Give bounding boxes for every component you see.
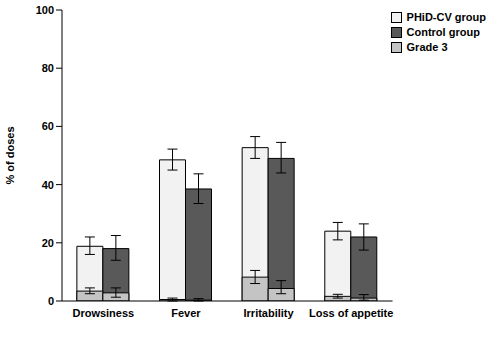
svg-text:0: 0 bbox=[48, 295, 54, 307]
html-text:Control group: Control group bbox=[406, 26, 480, 38]
svg-text:80: 80 bbox=[42, 62, 54, 74]
svg-text:100: 100 bbox=[36, 4, 54, 16]
svg-text:Fever: Fever bbox=[171, 307, 201, 319]
html-text:PHiD-CV group: PHiD-CV group bbox=[406, 11, 486, 23]
svg-text:60: 60 bbox=[42, 120, 54, 132]
svg-text:Irritability: Irritability bbox=[244, 307, 295, 319]
svg-text:20: 20 bbox=[42, 237, 54, 249]
svg-text:Loss of appetite: Loss of appetite bbox=[309, 307, 393, 319]
svg-text:Drowsiness: Drowsiness bbox=[72, 307, 134, 319]
html-text:Grade 3: Grade 3 bbox=[406, 41, 448, 53]
svg-text:40: 40 bbox=[42, 179, 54, 191]
svg-text:% of doses: % of doses bbox=[8, 126, 16, 184]
